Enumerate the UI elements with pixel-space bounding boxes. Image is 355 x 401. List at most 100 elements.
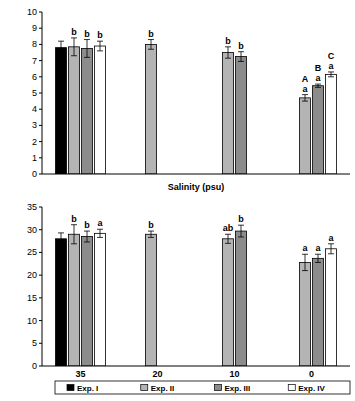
error-bar <box>71 225 77 244</box>
significance-letter: b <box>225 36 231 46</box>
bar <box>313 86 324 174</box>
x-axis <box>42 174 350 175</box>
y-tick-label: 5 <box>32 88 37 98</box>
significance-letter: b <box>84 29 90 39</box>
group-letter: C <box>328 51 335 61</box>
error-line <box>87 231 88 242</box>
error-cap <box>148 49 154 50</box>
error-cap <box>58 244 64 245</box>
significance-letter: b <box>148 220 154 230</box>
error-bar <box>97 41 103 51</box>
bar <box>313 258 324 366</box>
error-line <box>318 84 319 87</box>
error-line <box>241 52 242 62</box>
y-tick-label: 20 <box>27 270 37 280</box>
error-bar <box>148 40 154 50</box>
error-cap <box>148 39 154 40</box>
bar <box>82 48 93 174</box>
y-tick-label: 1 <box>32 153 37 163</box>
bar <box>56 239 67 366</box>
error-line <box>61 41 62 54</box>
bar <box>146 234 157 366</box>
error-line <box>100 229 101 237</box>
error-bar <box>84 40 90 58</box>
error-line <box>241 225 242 237</box>
error-cap <box>328 76 334 77</box>
error-cap <box>71 224 77 225</box>
error-line <box>100 41 101 51</box>
x-tick-label: 20 <box>152 369 162 379</box>
error-cap <box>148 237 154 238</box>
error-cap <box>302 254 308 255</box>
significance-letter: b <box>148 29 154 39</box>
error-cap <box>225 243 231 244</box>
significance-letter: a <box>97 218 103 228</box>
bar <box>300 262 311 366</box>
error-cap <box>148 231 154 232</box>
bar <box>56 48 67 174</box>
panel-1: 05101520253035bbababbaaa3520100 <box>27 202 350 379</box>
error-bar <box>302 95 308 101</box>
legend: Exp. IExp. IIExp. IIIExp. IV <box>55 381 350 394</box>
significance-letter: a <box>302 243 308 253</box>
significance-letter: b <box>71 214 77 224</box>
x-axis <box>42 366 350 367</box>
error-cap <box>225 234 231 235</box>
group-letter: A <box>302 74 309 84</box>
error-line <box>331 72 332 77</box>
error-cap <box>84 241 90 242</box>
error-line <box>61 233 62 245</box>
legend-label: Exp. IV <box>298 384 325 393</box>
significance-letter: a <box>328 233 334 243</box>
error-cap <box>302 101 308 102</box>
error-line <box>74 225 75 244</box>
error-line <box>318 254 319 262</box>
significance-letter: b <box>238 41 244 51</box>
significance-letter: b <box>71 27 77 37</box>
legend-swatch <box>141 385 148 391</box>
bar <box>146 44 157 174</box>
error-bar <box>328 72 334 77</box>
bar <box>82 237 93 366</box>
marks <box>56 225 337 366</box>
error-cap <box>328 71 334 72</box>
error-line <box>74 38 75 56</box>
error-cap <box>58 41 64 42</box>
error-cap <box>97 41 103 42</box>
error-cap <box>97 237 103 238</box>
significance-letter: a <box>315 243 321 253</box>
significance-letter: b <box>84 220 90 230</box>
error-cap <box>71 55 77 56</box>
marks <box>56 38 337 174</box>
y-tick-label: 10 <box>27 316 37 326</box>
y-tick-label: 2 <box>32 137 37 147</box>
legend-swatch <box>288 385 295 391</box>
significance-letter: ab <box>223 223 234 233</box>
error-cap <box>238 236 244 237</box>
error-cap <box>225 46 231 47</box>
y-axis <box>42 207 43 366</box>
significance-letter: b <box>238 214 244 224</box>
error-cap <box>238 225 244 226</box>
legend-box <box>55 381 350 394</box>
y-tick-label: 10 <box>27 7 37 17</box>
error-bar <box>315 84 321 87</box>
error-cap <box>71 243 77 244</box>
y-tick-label: 15 <box>27 293 37 303</box>
error-cap <box>328 253 334 254</box>
error-bar <box>58 41 64 54</box>
error-line <box>331 244 332 254</box>
bar <box>236 231 247 366</box>
error-cap <box>84 57 90 58</box>
error-line <box>305 95 306 101</box>
y-tick-label: 35 <box>27 202 37 212</box>
bar <box>300 98 311 174</box>
labels: bbbaAbbaBbaC <box>71 27 335 94</box>
error-bar <box>225 47 231 58</box>
error-line <box>151 231 152 237</box>
legend-swatch <box>67 385 74 391</box>
y-tick-label: 5 <box>32 338 37 348</box>
error-cap <box>225 58 231 59</box>
x-tick-label: 10 <box>229 369 239 379</box>
bar <box>223 53 234 175</box>
